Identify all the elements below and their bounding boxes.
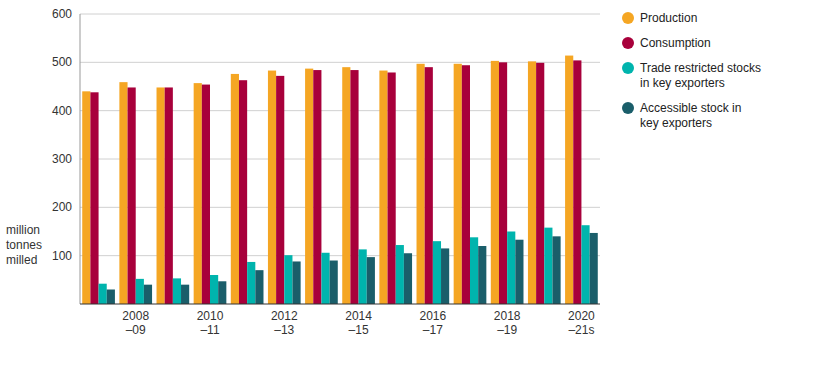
bar [165, 87, 173, 304]
bar [255, 270, 263, 304]
chart: 100 200 300 400 500 600 2008–09 2010–11 2012–13 2… [0, 0, 816, 366]
legend-swatch [622, 12, 634, 24]
legend-swatch [622, 37, 634, 49]
bar [247, 262, 255, 304]
bar [470, 237, 478, 304]
bar [367, 257, 375, 304]
grid-line [80, 62, 600, 63]
y-axis-line [80, 14, 81, 304]
y-tick-label: 600 [52, 7, 72, 21]
bar [433, 241, 441, 304]
y-tick-label: 400 [52, 104, 72, 118]
bar [292, 261, 300, 304]
bar [218, 281, 226, 304]
x-tick-label: 2016–17 [420, 309, 447, 337]
bar [573, 60, 581, 304]
bar [231, 74, 239, 304]
bar [173, 278, 181, 304]
bar [321, 253, 329, 304]
legend-label: Consumption [640, 36, 711, 50]
bar [536, 63, 544, 304]
bar [441, 248, 449, 304]
bar [499, 62, 507, 304]
bars [82, 56, 598, 304]
legend-label: Trade restricted stocksin key exporters [640, 61, 761, 90]
bar [425, 67, 433, 304]
bar [107, 290, 115, 305]
bar [454, 64, 462, 304]
bar [581, 225, 589, 304]
x-tick-label: 2010–11 [197, 309, 224, 337]
y-axis-label: milliontonnesmilled [6, 223, 42, 267]
bar [359, 249, 367, 304]
bar [157, 87, 165, 304]
bar [90, 92, 98, 304]
x-tick-label: 2014–15 [345, 309, 372, 337]
legend-label: Accessible stock inkey exporters [640, 101, 741, 130]
bar [404, 253, 412, 304]
legend: Production Consumption Trade restricted st… [622, 11, 761, 130]
bar [462, 65, 470, 304]
bar [128, 87, 136, 304]
bar [507, 232, 515, 305]
bar [590, 233, 598, 304]
bar [210, 275, 218, 304]
bar [276, 76, 284, 304]
bar [202, 85, 210, 304]
bar [313, 70, 321, 304]
bar [194, 83, 202, 304]
bar [136, 279, 144, 304]
bar [528, 61, 536, 304]
bar [119, 82, 127, 304]
x-axis-line [80, 304, 600, 305]
bar [144, 285, 152, 304]
bar [305, 69, 313, 304]
x-tick-label: 2018–19 [494, 309, 521, 337]
bar [388, 72, 396, 304]
bar [379, 71, 387, 304]
y-tick-label: 100 [52, 249, 72, 263]
bar [396, 245, 404, 304]
bar [350, 70, 358, 304]
bar [181, 285, 189, 304]
bar [239, 80, 247, 304]
bar [268, 71, 276, 304]
x-tick-label: 2008–09 [122, 309, 149, 337]
legend-swatch [622, 62, 634, 74]
bar [544, 228, 552, 304]
y-tick-label: 200 [52, 200, 72, 214]
x-tick-label: 2012–13 [271, 309, 298, 337]
bar [552, 236, 560, 304]
legend-swatch [622, 102, 634, 114]
x-tick-label: 2020–21s [568, 309, 595, 337]
y-tick-label: 300 [52, 152, 72, 166]
bar [491, 61, 499, 304]
bar [82, 91, 90, 304]
bar [330, 261, 338, 305]
bar [478, 246, 486, 304]
legend-label: Production [640, 11, 697, 25]
bar [99, 284, 107, 304]
bar [417, 64, 425, 304]
bar [284, 255, 292, 304]
bar [515, 240, 523, 304]
grid-line [80, 14, 600, 15]
y-tick-label: 500 [52, 55, 72, 69]
bar [565, 56, 573, 304]
bar [342, 67, 350, 304]
